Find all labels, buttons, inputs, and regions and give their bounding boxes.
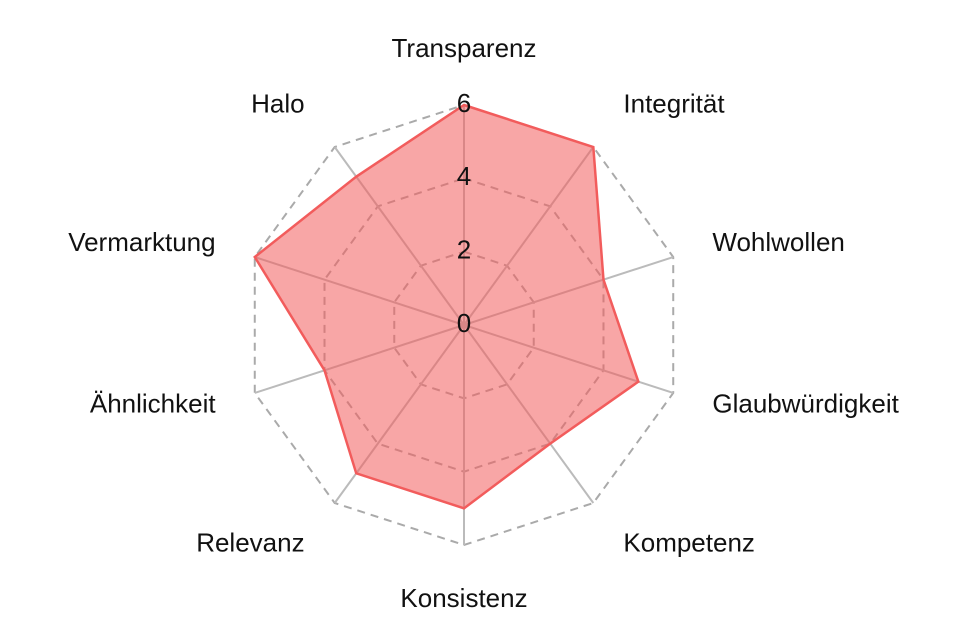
radar-area bbox=[253, 103, 640, 510]
r-tick-label: 4 bbox=[457, 161, 471, 191]
r-tick-label: 2 bbox=[457, 235, 471, 265]
category-label: Transparenz bbox=[392, 33, 537, 63]
category-label: Wohlwollen bbox=[712, 227, 844, 257]
category-label: Konsistenz bbox=[400, 583, 527, 613]
r-tick-label: 0 bbox=[457, 308, 471, 338]
category-label: Ähnlichkeit bbox=[90, 389, 217, 419]
category-label: Halo bbox=[251, 88, 304, 118]
category-label: Kompetenz bbox=[623, 527, 755, 557]
category-label: Relevanz bbox=[196, 527, 304, 557]
category-label: Vermarktung bbox=[68, 227, 215, 257]
r-tick-label: 6 bbox=[457, 88, 471, 118]
category-label: Glaubwürdigkeit bbox=[712, 389, 899, 419]
category-label: Integrität bbox=[623, 88, 725, 118]
